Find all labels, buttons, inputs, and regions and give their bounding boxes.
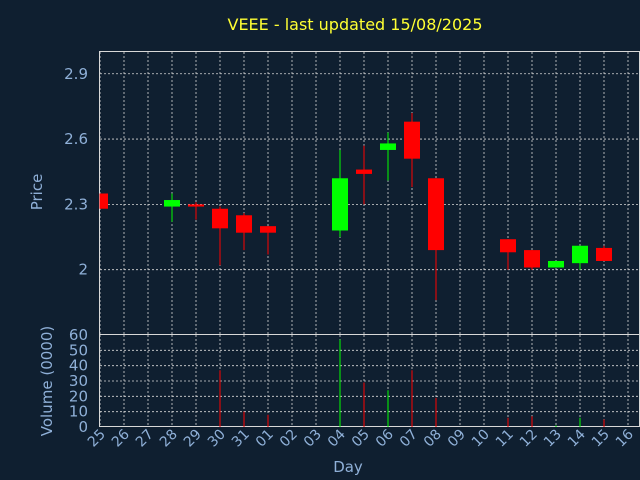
candle-body	[236, 215, 252, 233]
x-tick-label: 15	[589, 427, 613, 451]
x-tick-label: 28	[157, 427, 181, 451]
x-tick-label: 25	[85, 427, 109, 451]
x-tick-label: 07	[397, 427, 421, 451]
x-tick-label: 02	[277, 427, 301, 451]
price-axis-label: Price	[28, 174, 46, 211]
candle-body	[188, 204, 204, 207]
candle-body	[524, 250, 540, 268]
candle-body	[548, 260, 564, 268]
x-tick-label: 16	[613, 426, 637, 450]
volume-tick-label: 50	[69, 341, 88, 359]
x-tick-label: 06	[373, 426, 397, 450]
candle-body	[500, 239, 516, 253]
x-tick-label: 03	[301, 427, 325, 451]
x-tick-label: 01	[253, 427, 277, 451]
price-tick-label: 2.6	[64, 130, 88, 148]
x-tick-label: 26	[109, 426, 133, 450]
price-panel	[99, 51, 640, 335]
volume-axis-label: Volume (0000)	[38, 326, 56, 436]
x-tick-label: 13	[541, 427, 565, 451]
x-tick-label: 12	[517, 427, 541, 451]
x-tick-label: 05	[349, 427, 373, 451]
candle-body	[596, 247, 612, 261]
volume-tick-label: 40	[69, 357, 88, 375]
candle-body	[404, 121, 420, 159]
x-tick-label: 09	[445, 427, 469, 451]
volume-tick-label: 60	[69, 326, 88, 344]
volume-tick-label: 10	[69, 403, 88, 421]
x-tick-label: 10	[469, 427, 493, 451]
price-tick-label: 2	[78, 261, 88, 279]
volume-panel	[99, 334, 640, 427]
price-tick-label: 2.9	[64, 65, 88, 83]
x-tick-label: 27	[133, 427, 157, 451]
candle-body	[260, 226, 276, 233]
candle-body	[164, 200, 180, 207]
x-tick-label: 31	[229, 427, 253, 451]
candle-body	[332, 178, 348, 231]
candle-body	[428, 178, 444, 251]
x-tick-label: 30	[205, 427, 229, 451]
x-tick-label: 14	[565, 426, 589, 450]
candle-body	[100, 193, 108, 209]
volume-tick-label: 20	[69, 387, 88, 405]
candle-body	[212, 208, 228, 229]
candle-body	[380, 143, 396, 150]
price-tick-label: 2.3	[64, 195, 88, 213]
x-tick-label: 11	[493, 427, 517, 451]
chart-title: VEEE - last updated 15/08/2025	[228, 15, 483, 34]
candle-body	[356, 169, 372, 174]
x-tick-label: 29	[181, 427, 205, 451]
x-tick-label: 08	[421, 427, 445, 451]
candle-body	[572, 245, 588, 264]
volume-tick-label: 0	[78, 418, 88, 436]
x-tick-label: 04	[325, 426, 349, 450]
volume-tick-label: 30	[69, 372, 88, 390]
x-axis-label: Day	[333, 458, 363, 476]
